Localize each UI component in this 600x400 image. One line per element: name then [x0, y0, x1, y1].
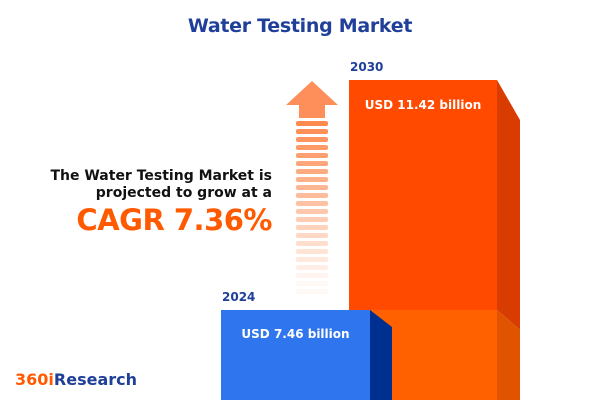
arrow-stripe	[296, 289, 328, 294]
arrow-stripe	[296, 137, 328, 142]
arrow-stripe	[296, 185, 328, 190]
year-label-2024: 2024	[222, 290, 256, 304]
arrow-stripe	[296, 281, 328, 286]
cagr-value: CAGR 7.36%	[76, 203, 272, 237]
arrow-stripe	[296, 225, 328, 230]
arrow-stripe	[296, 161, 328, 166]
logo-part-2: Research	[53, 370, 137, 389]
description-line-1: The Water Testing Market is	[50, 168, 272, 184]
arrow-stripe	[296, 241, 328, 246]
arrow-stripe	[296, 217, 328, 222]
arrow-stripe	[296, 201, 328, 206]
arrow-stripe	[296, 153, 328, 158]
arrow-stripe	[296, 121, 328, 126]
logo-part-1: 360i	[15, 370, 54, 389]
value-label-2030: USD 11.42 billion	[364, 98, 482, 112]
arrow-stripe	[296, 177, 328, 182]
arrow-stripe	[296, 249, 328, 254]
arrow-stripe	[296, 273, 328, 278]
logo: 360iResearch	[15, 370, 137, 389]
growth-description: The Water Testing Market is projected to…	[50, 168, 272, 202]
arrow-stripe	[296, 169, 328, 174]
arrow-stripe	[296, 129, 328, 134]
chart-title: Water Testing Market	[187, 15, 413, 37]
year-label-2030: 2030	[350, 60, 384, 74]
value-label-2024: USD 7.46 billion	[241, 327, 350, 341]
arrow-stripe	[296, 193, 328, 198]
arrow-stripe	[296, 257, 328, 262]
arrow-stripe	[296, 265, 328, 270]
arrow-stripe	[296, 209, 328, 214]
description-line-2: projected to grow at a	[95, 185, 272, 201]
arrow-stripe	[296, 145, 328, 150]
arrow-head	[286, 81, 338, 118]
arrow-stripe	[296, 233, 328, 238]
